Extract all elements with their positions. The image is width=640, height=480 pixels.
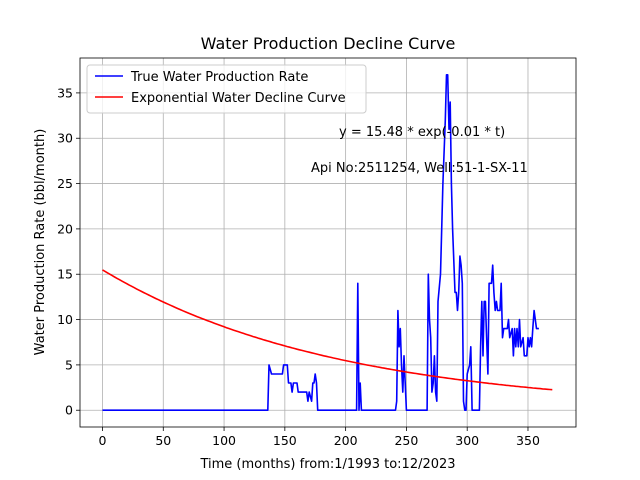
x-tick-label: 200: [334, 433, 358, 448]
legend: True Water Production Rate Exponential W…: [86, 64, 367, 114]
x-tick-label: 0: [99, 433, 107, 448]
series-line-exponential-decline: [102, 269, 553, 391]
x-tick-label: 50: [155, 433, 171, 448]
x-tick-label: 350: [516, 433, 540, 448]
y-tick-label: 5: [65, 357, 73, 372]
series-line-true-water-rate: [102, 74, 539, 412]
y-tick-label: 20: [57, 221, 73, 236]
legend-label-exponential: Exponential Water Decline Curve: [131, 91, 346, 106]
legend-label-true-rate: True Water Production Rate: [130, 70, 308, 85]
x-tick-label: 300: [455, 433, 479, 448]
series-layer: [102, 74, 553, 412]
y-tick-label: 25: [57, 176, 73, 191]
x-tick-label: 150: [273, 433, 297, 448]
y-tick-label: 30: [57, 131, 73, 146]
plot-frame: [79, 57, 577, 428]
plot-background: [80, 58, 576, 427]
legend-box: [86, 64, 367, 114]
x-tick-label: 100: [212, 433, 236, 448]
y-axis-label: Water Production Rate (bbl/month): [33, 129, 48, 356]
ticks: 0 50 100 150 200 250 300 350 0 5 10 15 20 25 30 35: [57, 85, 540, 448]
y-tick-label: 35: [57, 85, 73, 100]
x-axis-label: Time (months) from:1/1993 to:12/2023: [199, 457, 455, 472]
y-tick-label: 15: [57, 267, 73, 282]
equation-annotation: y = 15.48 * exp(-0.01 * t): [339, 125, 505, 140]
well-annotation: Api No:2511254, Well:51-1-SX-11: [311, 161, 528, 176]
x-tick-label: 250: [394, 433, 418, 448]
y-tick-label: 0: [65, 403, 73, 418]
chart-title: Water Production Decline Curve: [201, 34, 456, 53]
y-tick-label: 10: [57, 312, 73, 327]
